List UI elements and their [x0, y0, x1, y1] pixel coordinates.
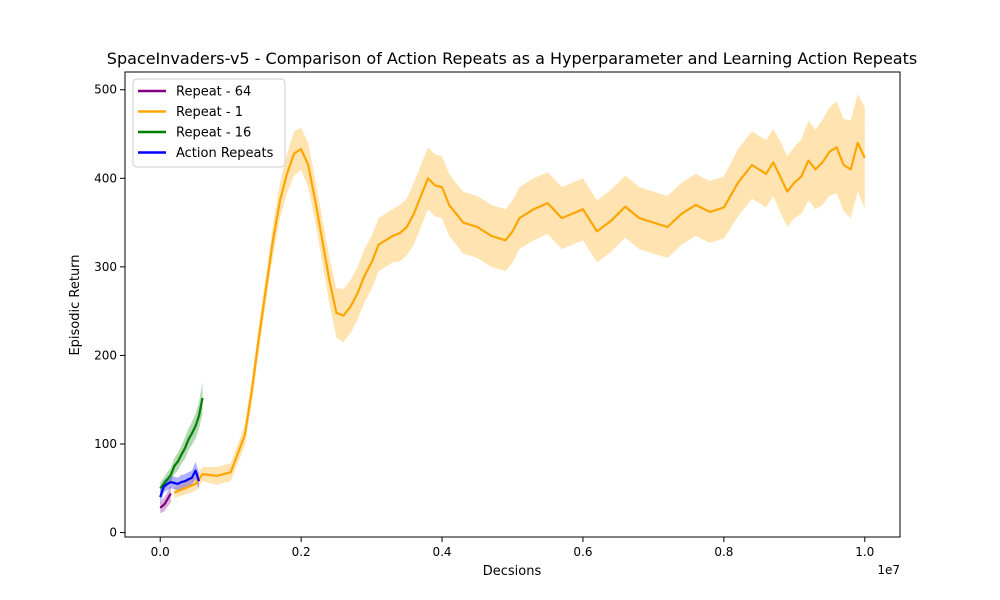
- x-tick-label: 1.0: [855, 545, 874, 559]
- y-tick-label: 400: [94, 171, 117, 185]
- x-tick-label: 0.0: [151, 545, 170, 559]
- y-tick-label: 0: [109, 526, 117, 540]
- y-axis-label: Episodic Return: [68, 254, 83, 355]
- legend-label: Repeat - 16: [176, 126, 251, 141]
- legend-label: Repeat - 1: [176, 105, 243, 120]
- y-tick-label: 100: [94, 437, 117, 451]
- legend-label: Action Repeats: [176, 146, 274, 161]
- x-axis-offset-label: 1e7: [877, 563, 900, 577]
- x-tick-label: 0.2: [292, 545, 311, 559]
- x-tick-label: 0.6: [573, 545, 592, 559]
- line-repeat-16: [159, 397, 204, 489]
- line-repeat-1: [173, 141, 866, 494]
- series-lines: [159, 141, 866, 509]
- x-tick-label: 0.4: [432, 545, 451, 559]
- y-tick-label: 300: [94, 260, 117, 274]
- y-tick-label: 500: [94, 83, 117, 97]
- x-tick-label: 0.8: [714, 545, 733, 559]
- y-axis: 0 100 200 300 400 500: [94, 83, 125, 540]
- x-axis: 0.0 0.2 0.4 0.6 0.8 1.0: [151, 537, 874, 559]
- y-tick-label: 200: [94, 348, 117, 362]
- legend-box: [132, 78, 286, 168]
- chart-title: SpaceInvaders-v5 - Comparison of Action …: [107, 49, 917, 68]
- band-repeat-1: [174, 94, 865, 498]
- line-action-repeats: [159, 469, 201, 498]
- line-repeat-64: [159, 493, 172, 509]
- x-axis-label: Decsions: [483, 564, 542, 579]
- legend: Repeat - 64 Repeat - 1 Repeat - 16 Action R…: [132, 78, 286, 168]
- legend-label: Repeat - 64: [176, 85, 251, 100]
- plot-frame: [124, 71, 901, 538]
